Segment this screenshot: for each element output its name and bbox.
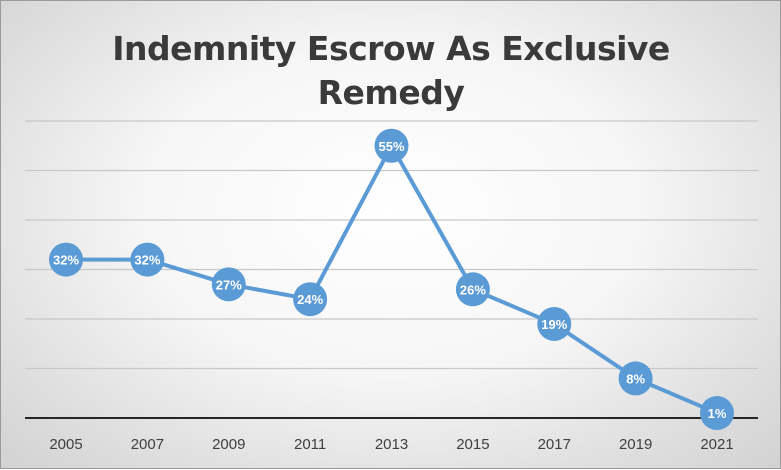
data-point-2005 [49,242,83,277]
x-tick-label: 2017 [538,436,571,453]
data-point-2013 [374,128,409,163]
data-point-2019 [618,361,653,396]
data-point-2017 [537,306,572,341]
data-point-2007 [130,242,165,277]
x-tick-label: 2009 [212,436,245,453]
data-point-2009 [211,267,246,302]
series-line [66,143,718,415]
chart-title: Indemnity Escrow As Exclusive Remedy [112,29,670,112]
x-tick-labels: 2005 2007 2009 2011 2013 2015 2017 2019 2021 [49,436,733,453]
gridlines [25,120,758,370]
data-label-2019: 8% [626,371,645,386]
data-label-2007: 32% [134,253,160,268]
data-label-2013: 55% [378,139,404,154]
data-points [49,128,734,431]
x-tick-label: 2015 [456,436,489,453]
x-tick-label: 2013 [375,436,408,453]
x-tick-label: 2007 [131,436,164,453]
data-label-2017: 19% [541,317,567,332]
x-tick-label: 2011 [294,436,326,453]
data-label-2011: 24% [297,292,323,307]
series-line-path [66,143,718,415]
data-label-2009: 27% [216,277,242,292]
x-tick-label: 2005 [49,436,82,453]
data-labels: 32% 32% 27% 24% 55% 26% 19% 8% 1% [53,139,727,421]
data-label-2021: 1% [708,406,727,421]
x-tick-label: 2019 [619,436,652,453]
data-point-2015 [455,272,490,307]
x-tick-label: 2021 [700,436,733,453]
data-label-2015: 26% [460,282,486,297]
data-label-2005: 32% [53,253,79,268]
data-point-2011 [293,282,328,317]
data-point-2021 [700,396,734,431]
